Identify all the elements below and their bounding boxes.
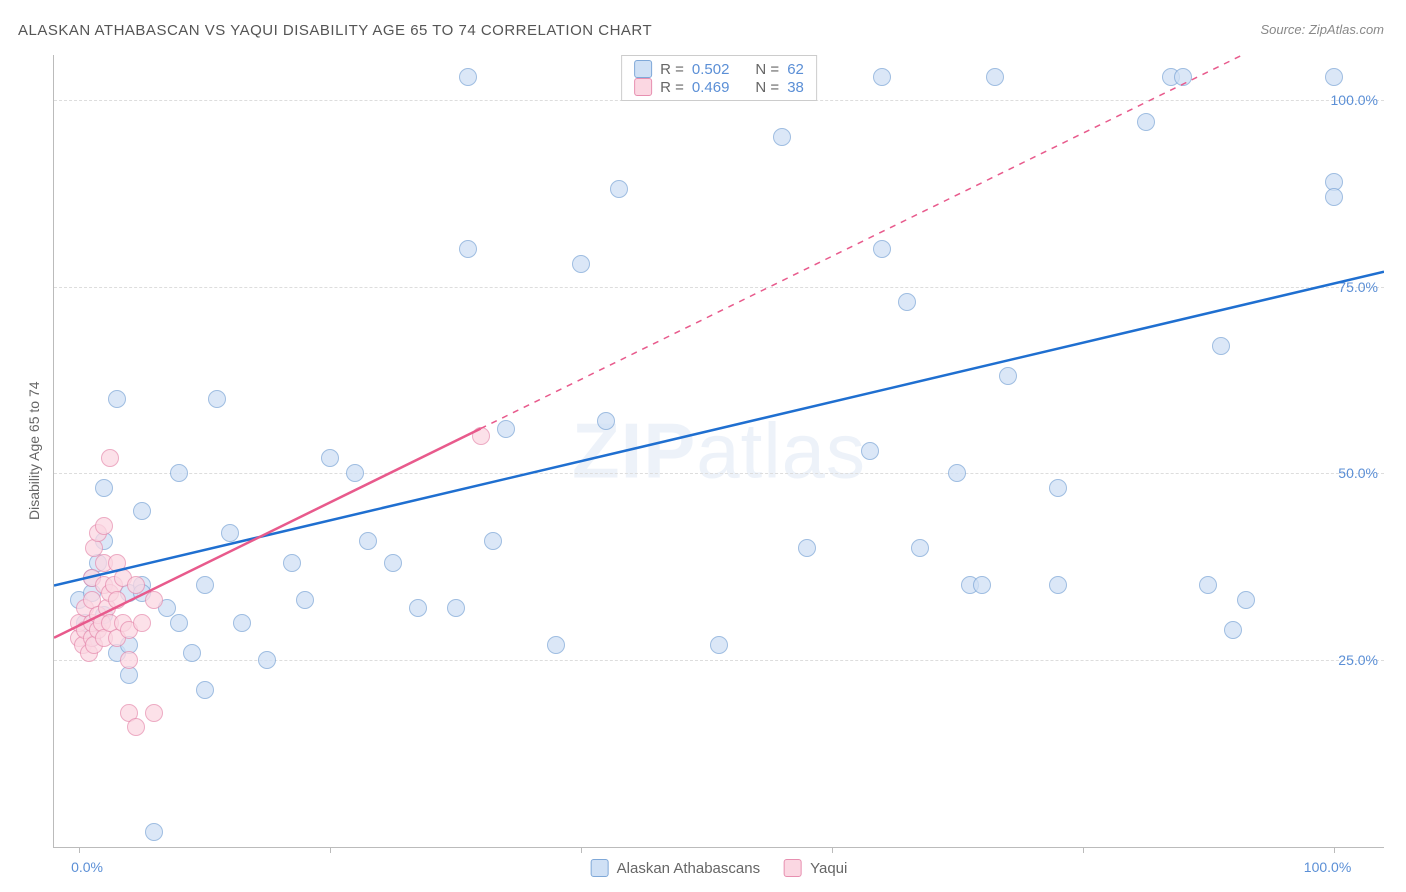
data-point (283, 554, 301, 572)
data-point (145, 823, 163, 841)
legend-item-yaqui: Yaqui (784, 859, 847, 877)
legend-item-athabascan: Alaskan Athabascans (591, 859, 760, 877)
data-point (120, 651, 138, 669)
data-point (1174, 68, 1192, 86)
scatter-plot: ZIPatlas R = 0.502 N = 62 R = 0.469 N = … (53, 55, 1384, 848)
watermark: ZIPatlas (572, 406, 866, 497)
data-point (196, 576, 214, 594)
data-point (1137, 113, 1155, 131)
data-point (1199, 576, 1217, 594)
data-point (547, 636, 565, 654)
data-point (861, 442, 879, 460)
swatch-athabascan (634, 60, 652, 78)
data-point (447, 599, 465, 617)
data-point (133, 502, 151, 520)
data-point (221, 524, 239, 542)
data-point (459, 240, 477, 258)
data-point (384, 554, 402, 572)
x-tick (330, 847, 331, 853)
data-point (973, 576, 991, 594)
x-tick (832, 847, 833, 853)
source-label: Source: ZipAtlas.com (1260, 22, 1384, 37)
swatch-yaqui (634, 78, 652, 96)
x-tick (1334, 847, 1335, 853)
y-axis-label: Disability Age 65 to 74 (26, 381, 42, 520)
y-tick-label: 25.0% (1338, 652, 1378, 668)
data-point (484, 532, 502, 550)
data-point (133, 614, 151, 632)
data-point (459, 68, 477, 86)
data-point (359, 532, 377, 550)
data-point (873, 68, 891, 86)
data-point (472, 427, 490, 445)
x-tick-label: 0.0% (71, 859, 103, 875)
data-point (346, 464, 364, 482)
data-point (1325, 68, 1343, 86)
data-point (572, 255, 590, 273)
y-tick-label: 75.0% (1338, 279, 1378, 295)
data-point (258, 651, 276, 669)
data-point (170, 464, 188, 482)
data-point (597, 412, 615, 430)
data-point (95, 479, 113, 497)
data-point (296, 591, 314, 609)
legend-label: Alaskan Athabascans (617, 860, 760, 877)
chart-title: ALASKAN ATHABASCAN VS YAQUI DISABILITY A… (18, 22, 652, 39)
data-point (233, 614, 251, 632)
data-point (95, 517, 113, 535)
data-point (208, 390, 226, 408)
y-tick-label: 50.0% (1338, 465, 1378, 481)
data-point (948, 464, 966, 482)
y-tick-label: 100.0% (1331, 92, 1378, 108)
regression-lines (54, 55, 1384, 847)
data-point (196, 681, 214, 699)
data-point (321, 449, 339, 467)
data-point (1212, 337, 1230, 355)
data-point (911, 539, 929, 557)
data-point (497, 420, 515, 438)
data-point (108, 390, 126, 408)
x-tick (79, 847, 80, 853)
data-point (183, 644, 201, 662)
legend-label: Yaqui (810, 860, 847, 877)
gridline (54, 660, 1384, 661)
data-point (127, 576, 145, 594)
data-point (1049, 479, 1067, 497)
data-point (127, 718, 145, 736)
legend-row-yaqui: R = 0.469 N = 38 (634, 78, 804, 96)
data-point (898, 293, 916, 311)
data-point (1237, 591, 1255, 609)
data-point (1049, 576, 1067, 594)
data-point (170, 614, 188, 632)
data-point (409, 599, 427, 617)
legend-series: Alaskan Athabascans Yaqui (591, 859, 848, 877)
data-point (101, 449, 119, 467)
x-tick (1083, 847, 1084, 853)
data-point (145, 591, 163, 609)
legend-correlation: R = 0.502 N = 62 R = 0.469 N = 38 (621, 55, 817, 101)
data-point (1325, 188, 1343, 206)
data-point (108, 591, 126, 609)
data-point (873, 240, 891, 258)
data-point (986, 68, 1004, 86)
data-point (773, 128, 791, 146)
data-point (710, 636, 728, 654)
x-tick (581, 847, 582, 853)
swatch-yaqui-icon (784, 859, 802, 877)
data-point (798, 539, 816, 557)
legend-row-athabascan: R = 0.502 N = 62 (634, 60, 804, 78)
gridline (54, 473, 1384, 474)
data-point (1224, 621, 1242, 639)
data-point (610, 180, 628, 198)
swatch-athabascan-icon (591, 859, 609, 877)
gridline (54, 287, 1384, 288)
data-point (145, 704, 163, 722)
data-point (999, 367, 1017, 385)
x-tick-label: 100.0% (1304, 859, 1351, 875)
